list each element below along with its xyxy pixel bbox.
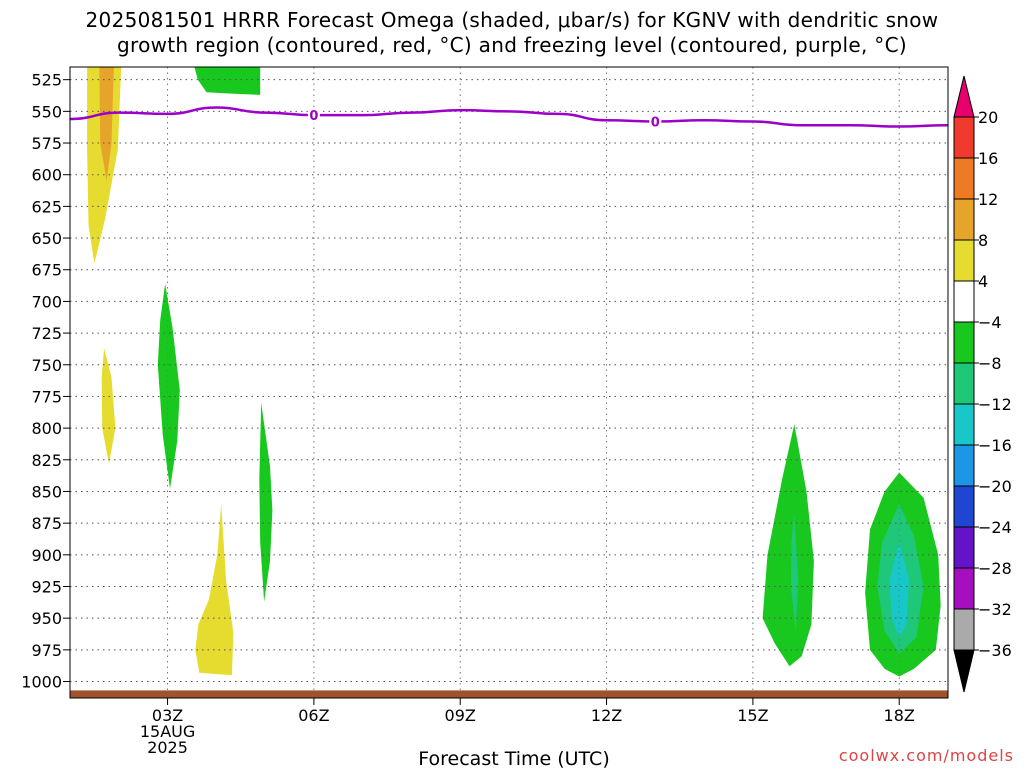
- omega-region-8: [790, 514, 799, 631]
- freezing-level-label: 0: [309, 109, 318, 124]
- y-tick-label: 525: [31, 71, 62, 90]
- freezing-level-line: [69, 106, 949, 128]
- y-tick-label: 875: [31, 514, 62, 533]
- colorbar-label: −16: [978, 436, 1012, 455]
- colorbar-segment: [953, 198, 975, 241]
- colorbar-top-arrow: [953, 75, 975, 118]
- omega-region-6: [195, 504, 234, 676]
- colorbar-label: 8: [978, 231, 988, 250]
- y-tick-label: 575: [31, 134, 62, 153]
- y-tick-label: 850: [31, 482, 62, 501]
- y-tick-label: 975: [31, 641, 62, 660]
- colorbar-segment: [953, 362, 975, 405]
- freezing-level-label: 0: [651, 115, 660, 130]
- y-tick-label: 675: [31, 261, 62, 280]
- x-tick-label: 09Z: [445, 706, 476, 725]
- colorbar-segment: [953, 116, 975, 159]
- x-tick-label: 12Z: [591, 706, 622, 725]
- y-tick-label: 600: [31, 166, 62, 185]
- colorbar-segment: [953, 526, 975, 569]
- colorbar-label: −32: [978, 600, 1012, 619]
- ground-strip: [70, 690, 948, 698]
- watermark: coolwx.com/models: [838, 746, 1014, 765]
- y-tick-label: 950: [31, 609, 62, 628]
- colorbar-label: −4: [978, 313, 1002, 332]
- colorbar-label: −28: [978, 559, 1012, 578]
- y-tick-label: 925: [31, 577, 62, 596]
- y-tick-label: 825: [31, 451, 62, 470]
- y-tick-label: 725: [31, 324, 62, 343]
- ground-band: [70, 690, 948, 698]
- y-axis: 525 550 575 600 625 650 675 700 725 750 775 800 825 8…: [21, 71, 70, 692]
- omega-region-2: [194, 67, 261, 95]
- colorbar-segment: [953, 485, 975, 528]
- colorbar-label: −36: [978, 641, 1012, 660]
- colorbar-segment: [953, 444, 975, 487]
- omega-region-7: [762, 424, 814, 667]
- colorbar-segment: [953, 157, 975, 200]
- colorbar-segment: [953, 403, 975, 446]
- freezing-label-bg: [307, 107, 320, 124]
- colorbar-label: −20: [978, 477, 1012, 496]
- grid: [70, 67, 948, 698]
- x-axis: 15AUG 2025 Forecast Time (UTC) 03Z 06Z 09Z…: [140, 698, 915, 768]
- y-tick-label: 750: [31, 356, 62, 375]
- colorbar-label: 20: [978, 108, 998, 127]
- colorbar-segment: [953, 321, 975, 364]
- colorbar-segment: [953, 239, 975, 282]
- x-tick-label: 03Z: [152, 706, 183, 725]
- colorbar-label: 4: [978, 272, 988, 291]
- colorbar-segment: [953, 280, 975, 323]
- plot-frame: [69, 66, 949, 699]
- omega-region-5: [259, 402, 273, 602]
- y-tick-label: 1000: [21, 673, 62, 692]
- colorbar-label: −8: [978, 354, 1002, 373]
- x-tick-label: 06Z: [298, 706, 329, 725]
- y-tick-label: 775: [31, 387, 62, 406]
- x-year-label: 2025: [147, 738, 188, 757]
- omega-shading: [87, 67, 941, 677]
- colorbar-label: −12: [978, 395, 1012, 414]
- y-tick-label: 900: [31, 546, 62, 565]
- colorbar-bottom-arrow: [953, 649, 975, 693]
- x-tick-label: 18Z: [884, 706, 915, 725]
- chart-title: 2025081501 HRRR Forecast Omega (shaded, …: [0, 8, 1024, 58]
- x-date-label: 15AUG: [140, 722, 195, 741]
- omega-region-4: [157, 283, 180, 489]
- colorbar-segment: [953, 567, 975, 610]
- omega-region-3: [101, 348, 116, 464]
- freezing-label-bg: [649, 113, 662, 130]
- title-line-1: 2025081501 HRRR Forecast Omega (shaded, …: [85, 8, 939, 32]
- title-line-2: growth region (contoured, red, °C) and f…: [117, 33, 907, 57]
- colorbar-label: −24: [978, 518, 1012, 537]
- omega-region-1: [99, 67, 114, 181]
- colorbar-segment: [953, 608, 975, 651]
- y-tick-label: 800: [31, 419, 62, 438]
- y-tick-label: 700: [31, 292, 62, 311]
- y-tick-label: 650: [31, 229, 62, 248]
- x-axis-title: Forecast Time (UTC): [418, 748, 609, 768]
- colorbar: 20 16 12 8 4 −4 −8 −12 −16 −20 −24 −28 −32 −36: [953, 75, 1012, 693]
- x-tick-label: 15Z: [737, 706, 768, 725]
- colorbar-label: 16: [978, 149, 998, 168]
- colorbar-label: 12: [978, 190, 998, 209]
- y-tick-label: 625: [31, 197, 62, 216]
- y-tick-label: 550: [31, 102, 62, 121]
